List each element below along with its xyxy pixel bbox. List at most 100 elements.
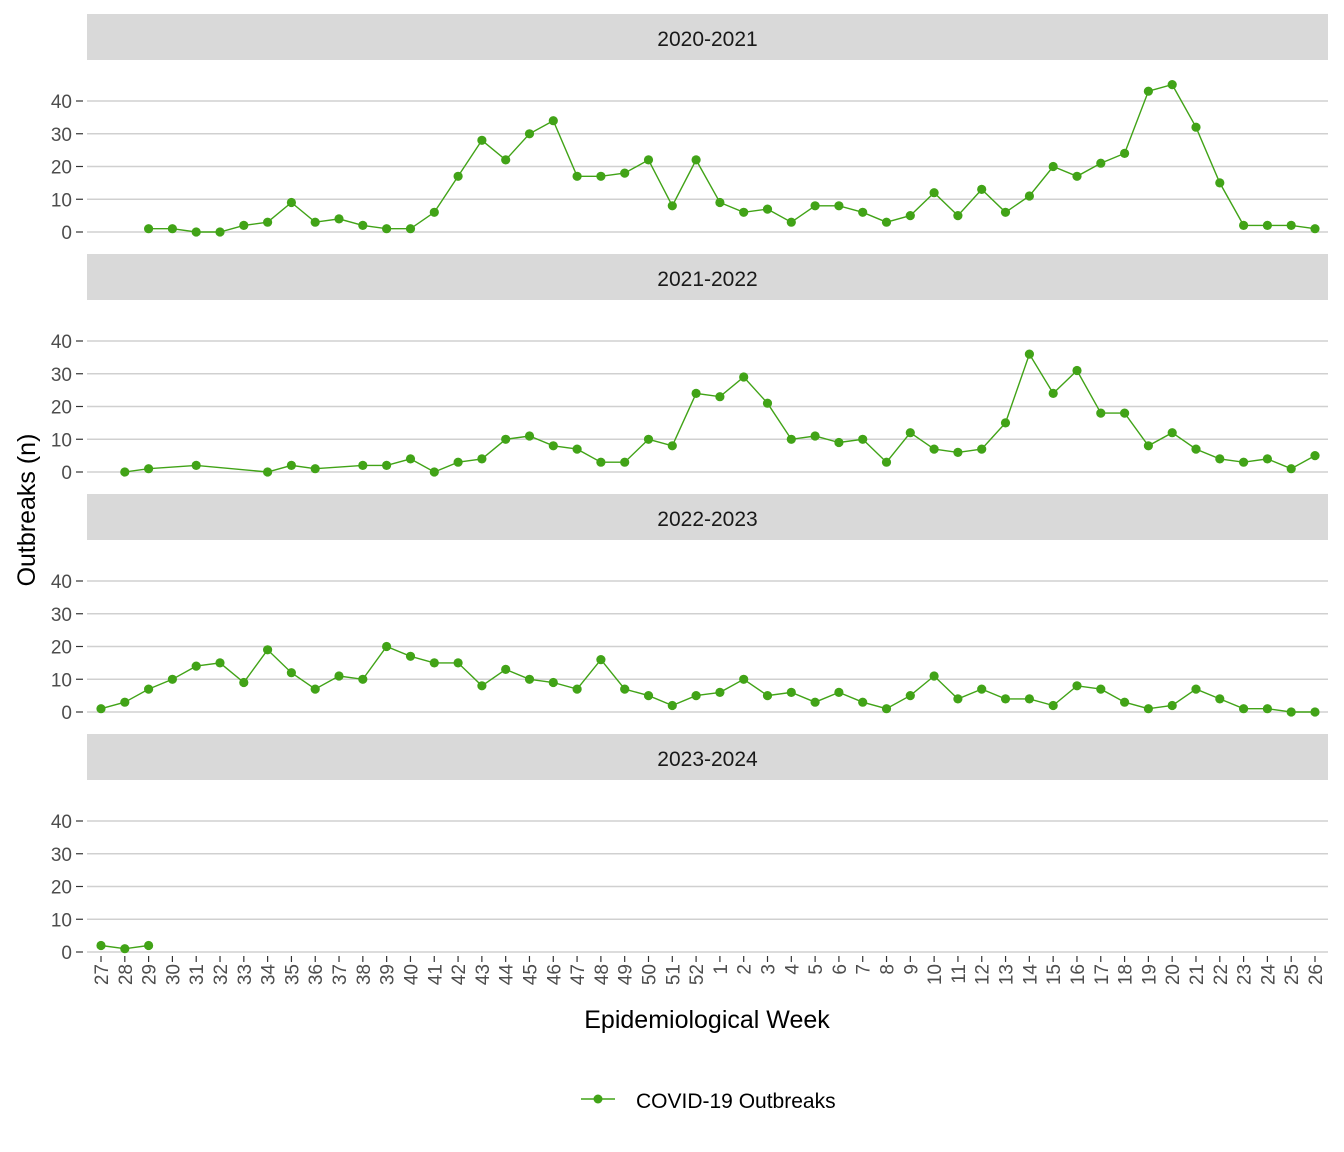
x-tick-label: 7 [854, 964, 875, 975]
data-point [953, 447, 963, 457]
data-point [1000, 418, 1011, 428]
data-point [382, 224, 392, 234]
data-point [96, 704, 106, 714]
y-tick-label: 20 [51, 638, 72, 659]
data-point [1000, 694, 1011, 704]
data-point [596, 655, 606, 665]
x-tick-label: 46 [544, 964, 565, 985]
data-point [548, 116, 558, 126]
data-point [810, 201, 820, 211]
data-point [405, 454, 416, 464]
data-point [905, 428, 915, 438]
data-point [715, 392, 725, 402]
facet-strip-label: 2022-2023 [657, 508, 757, 531]
facet-panel: 2023-2024 0 10 20 30 40 [51, 734, 1328, 964]
data-point [1262, 704, 1272, 714]
data-point [405, 651, 416, 661]
x-tick-label: 1 [711, 964, 732, 975]
data-point [620, 168, 630, 178]
data-point [572, 171, 582, 181]
data-point [1024, 694, 1034, 704]
x-tick-label: 23 [1235, 964, 1256, 985]
y-tick-label: 20 [51, 878, 72, 899]
data-point [524, 674, 535, 684]
data-point [191, 661, 201, 671]
data-point [310, 684, 320, 694]
data-point [120, 697, 130, 707]
data-point [1096, 158, 1106, 168]
x-tick-label: 6 [830, 964, 851, 975]
data-point [929, 444, 939, 454]
data-point [762, 691, 773, 701]
x-tick-label: 20 [1163, 964, 1184, 985]
x-tick-label: 49 [616, 964, 637, 985]
data-point [191, 460, 201, 470]
x-tick-label: 2 [735, 964, 756, 975]
data-point [501, 155, 511, 165]
data-point [1072, 365, 1082, 376]
facet-strip-label: 2020-2021 [657, 28, 757, 51]
x-tick-label: 12 [973, 964, 994, 985]
data-point [739, 372, 749, 382]
y-tick-label: 40 [51, 92, 72, 113]
x-tick-label: 19 [1139, 964, 1160, 985]
legend-label: COVID-19 Outbreaks [636, 1090, 836, 1113]
y-tick-label: 20 [51, 158, 72, 179]
data-point [215, 658, 225, 668]
facet-panel: 2022-2023 0 10 20 30 40 [51, 494, 1328, 724]
x-tick-label: 30 [163, 964, 184, 985]
data-point [1215, 454, 1225, 464]
facet-panel: 2021-2022 0 10 20 30 40 [51, 254, 1328, 484]
y-tick-label: 30 [51, 605, 72, 626]
data-point [667, 201, 677, 211]
y-tick-label: 10 [51, 430, 72, 451]
data-point [977, 684, 987, 694]
x-tick-label: 13 [997, 964, 1018, 985]
data-point [477, 681, 487, 691]
x-tick-label: 45 [521, 964, 542, 985]
data-point [1167, 80, 1177, 90]
data-point [310, 217, 320, 227]
data-point [167, 224, 177, 234]
x-tick-label: 3 [759, 964, 780, 975]
data-point [1000, 207, 1011, 217]
data-point [786, 434, 796, 444]
x-tick-label: 9 [901, 964, 922, 975]
x-tick-label: 37 [330, 964, 351, 985]
data-point [1239, 220, 1249, 230]
y-tick-label: 30 [51, 125, 72, 146]
data-point [1048, 700, 1058, 711]
data-point [977, 444, 987, 454]
data-point [643, 691, 654, 701]
x-tick-label: 11 [949, 964, 970, 984]
x-tick-label: 42 [449, 964, 470, 985]
data-point [762, 204, 773, 214]
data-point [667, 441, 677, 451]
x-tick-label: 39 [378, 964, 399, 985]
data-point [405, 224, 416, 234]
data-point [929, 671, 939, 681]
x-tick-label: 26 [1306, 964, 1327, 985]
legend-point-swatch [593, 1094, 603, 1104]
data-point [762, 398, 773, 408]
data-point [144, 224, 154, 234]
x-axis: 27 28 29 30 31 32 33 34 35 36 37 38 39 40 41 42 43 44 45 46… [92, 956, 1327, 985]
data-point [643, 155, 654, 165]
y-tick-label: 10 [51, 190, 72, 211]
x-tick-label: 51 [663, 964, 684, 985]
data-point [358, 220, 368, 230]
data-point [739, 207, 749, 217]
data-point [524, 431, 535, 441]
x-tick-label: 10 [925, 964, 946, 985]
facet-strip [87, 14, 1328, 60]
series-line [124, 352, 1316, 473]
data-point [1239, 704, 1249, 714]
data-point [953, 211, 963, 221]
y-tick-label: 0 [61, 703, 72, 724]
data-point [858, 434, 868, 444]
y-tick-label: 30 [51, 845, 72, 866]
data-point [834, 437, 844, 448]
y-axis-title: Outbreaks (n) [13, 434, 41, 587]
data-point [881, 217, 892, 227]
x-tick-label: 4 [782, 964, 803, 975]
